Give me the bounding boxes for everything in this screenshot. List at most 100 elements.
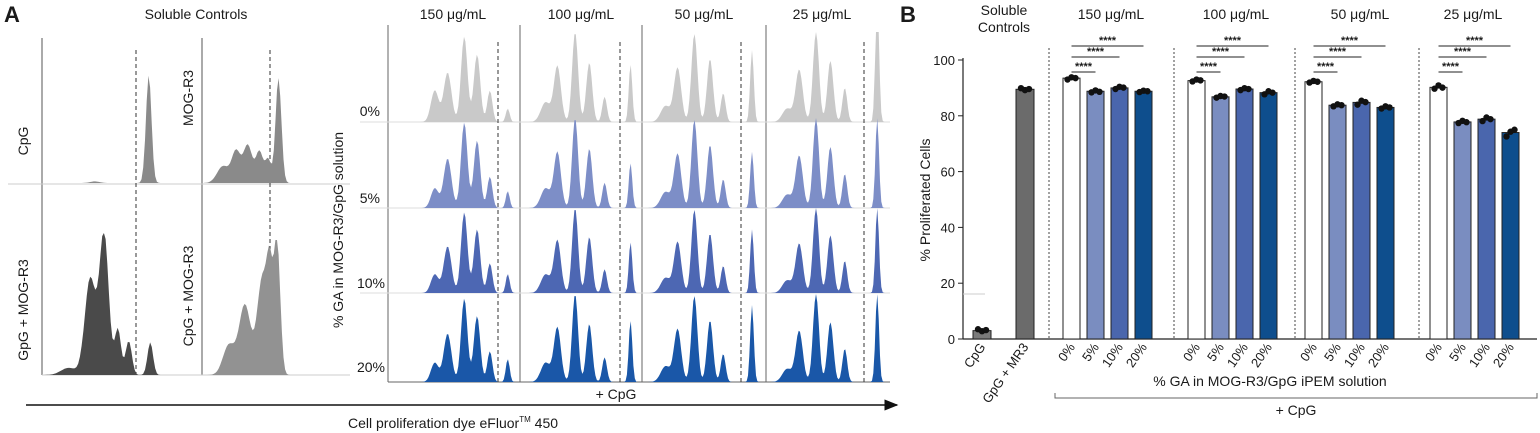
- y-tick-label: 80: [941, 109, 955, 124]
- x-label-category: 0%: [1297, 340, 1320, 364]
- significance-stars: ****: [1099, 35, 1117, 47]
- bar-5pct: [1086, 90, 1105, 340]
- hist-150ug-0pct: [390, 36, 518, 122]
- titration-dashed-lines: [497, 42, 865, 382]
- bar-20pct: [1376, 106, 1395, 340]
- bar-10pct: [1110, 87, 1129, 340]
- significance-stars: ****: [1454, 46, 1472, 58]
- control-label-gpg-mog-r3: GpG + MOG-R3: [15, 259, 31, 361]
- panel-b-label: B: [900, 2, 916, 27]
- hist-25ug-0pct: [768, 32, 888, 122]
- bar-0pct: [1187, 80, 1206, 340]
- xaxis-label-suffix: 450: [531, 415, 558, 431]
- soluble-header-line2: Controls: [978, 19, 1030, 35]
- significance-stars: ****: [1317, 61, 1335, 73]
- hist-25ug-5pct: [768, 118, 888, 208]
- data-point: [1144, 88, 1151, 95]
- data-point: [1269, 89, 1276, 96]
- data-point: [1386, 104, 1393, 111]
- x-label-category: 10%: [1466, 340, 1493, 370]
- control-label-cpg: CpG: [15, 127, 31, 156]
- x-label-category: 0%: [1055, 340, 1078, 364]
- hist-mog-r3: [204, 78, 350, 183]
- significance-stars: ****: [1075, 61, 1093, 73]
- y-tick-label: 100: [933, 53, 955, 68]
- hist-100ug-5pct: [522, 120, 640, 208]
- bar-0pct: [1429, 86, 1448, 340]
- data-point: [1463, 119, 1470, 126]
- hist-100ug-20pct: [522, 296, 640, 382]
- bar-20pct: [1501, 132, 1520, 340]
- x-label-category: 10%: [1099, 340, 1126, 370]
- significance-stars: ****: [1087, 46, 1105, 58]
- xaxis-label-tm: TM: [519, 415, 531, 424]
- hist-50ug-0pct: [644, 34, 764, 122]
- data-point: [1503, 133, 1510, 140]
- data-point: [982, 326, 990, 334]
- hist-25ug-20pct: [768, 294, 888, 382]
- control-histograms: [44, 75, 350, 375]
- data-point: [1072, 74, 1079, 82]
- bar-control: [1015, 88, 1035, 340]
- x-label-category: 20%: [1248, 340, 1275, 370]
- x-label-category: 20%: [1123, 340, 1150, 370]
- y-tick-label: 0: [948, 332, 955, 347]
- ga-level-0: 0%: [360, 103, 380, 119]
- data-point: [1338, 101, 1345, 109]
- bar-10pct: [1235, 88, 1254, 340]
- significance-stars: ****: [1200, 61, 1218, 73]
- data-point: [1354, 101, 1361, 108]
- hist-150ug-20pct: [390, 298, 518, 382]
- xaxis-label-main: Cell proliferation dye eFluor: [348, 415, 520, 431]
- ga-histograms: [390, 32, 888, 382]
- ga-level-5: 5%: [360, 190, 380, 206]
- significance-stars: ****: [1442, 61, 1460, 73]
- x-label-category: 20%: [1490, 340, 1517, 370]
- x-label-control: CpG: [961, 340, 989, 371]
- significance-stars: ****: [1224, 35, 1242, 47]
- control-dashed-lines: [135, 50, 271, 375]
- data-point: [1096, 88, 1103, 96]
- control-label-cpg-mog-r3: CpG + MOG-R3: [180, 245, 196, 346]
- x-label-category: 0%: [1422, 340, 1445, 364]
- soluble-controls-grid: [8, 38, 350, 376]
- data-point: [1362, 98, 1369, 106]
- x-label-category: 0%: [1180, 340, 1203, 364]
- data-point: [1221, 93, 1228, 100]
- bar-chart-ylabel: % Proliferated Cells: [917, 139, 933, 262]
- ga-level-10: 10%: [357, 275, 385, 291]
- bar-chart-xlabel: % GA in MOG-R3/GpG iPEM solution: [1153, 373, 1386, 389]
- y-tick-label: 20: [941, 276, 955, 291]
- x-label-category: 10%: [1341, 340, 1368, 370]
- data-point: [1487, 115, 1494, 123]
- data-point: [1025, 85, 1033, 93]
- bar-10pct: [1352, 101, 1371, 340]
- data-point: [1120, 84, 1127, 91]
- bar-20pct: [1259, 92, 1278, 340]
- significance-stars: ****: [1466, 35, 1484, 47]
- hist-25ug-10pct: [768, 208, 888, 293]
- panel-a-xaxis-label: Cell proliferation dye eFluorTM 450: [348, 415, 558, 431]
- concentration-150: 150 μg/mL: [420, 6, 487, 22]
- hist-50ug-10pct: [644, 210, 764, 293]
- y-tick-label: 40: [941, 220, 955, 235]
- hist-100ug-0pct: [522, 34, 640, 123]
- soluble-header-line1: Soluble: [981, 2, 1028, 18]
- x-label-category: 20%: [1365, 340, 1392, 370]
- bar-0pct: [1062, 77, 1081, 340]
- hist-150ug-10pct: [390, 212, 518, 293]
- significance-stars: ****: [1329, 46, 1347, 58]
- concentration-100: 100 μg/mL: [548, 6, 615, 22]
- y-tick-label: 60: [941, 165, 955, 180]
- group-title-100: 100 μg/mL: [1203, 6, 1270, 22]
- ga-level-20: 20%: [357, 359, 385, 375]
- bar-10pct: [1477, 118, 1496, 340]
- bar-chart-bottom-label: + CpG: [1276, 402, 1317, 418]
- bar-5pct: [1328, 104, 1347, 340]
- hist-50ug-5pct: [644, 120, 764, 208]
- hist-100ug-10pct: [522, 210, 640, 293]
- bar-5pct: [1211, 96, 1230, 340]
- hist-cpg-mog-r3: [204, 240, 350, 375]
